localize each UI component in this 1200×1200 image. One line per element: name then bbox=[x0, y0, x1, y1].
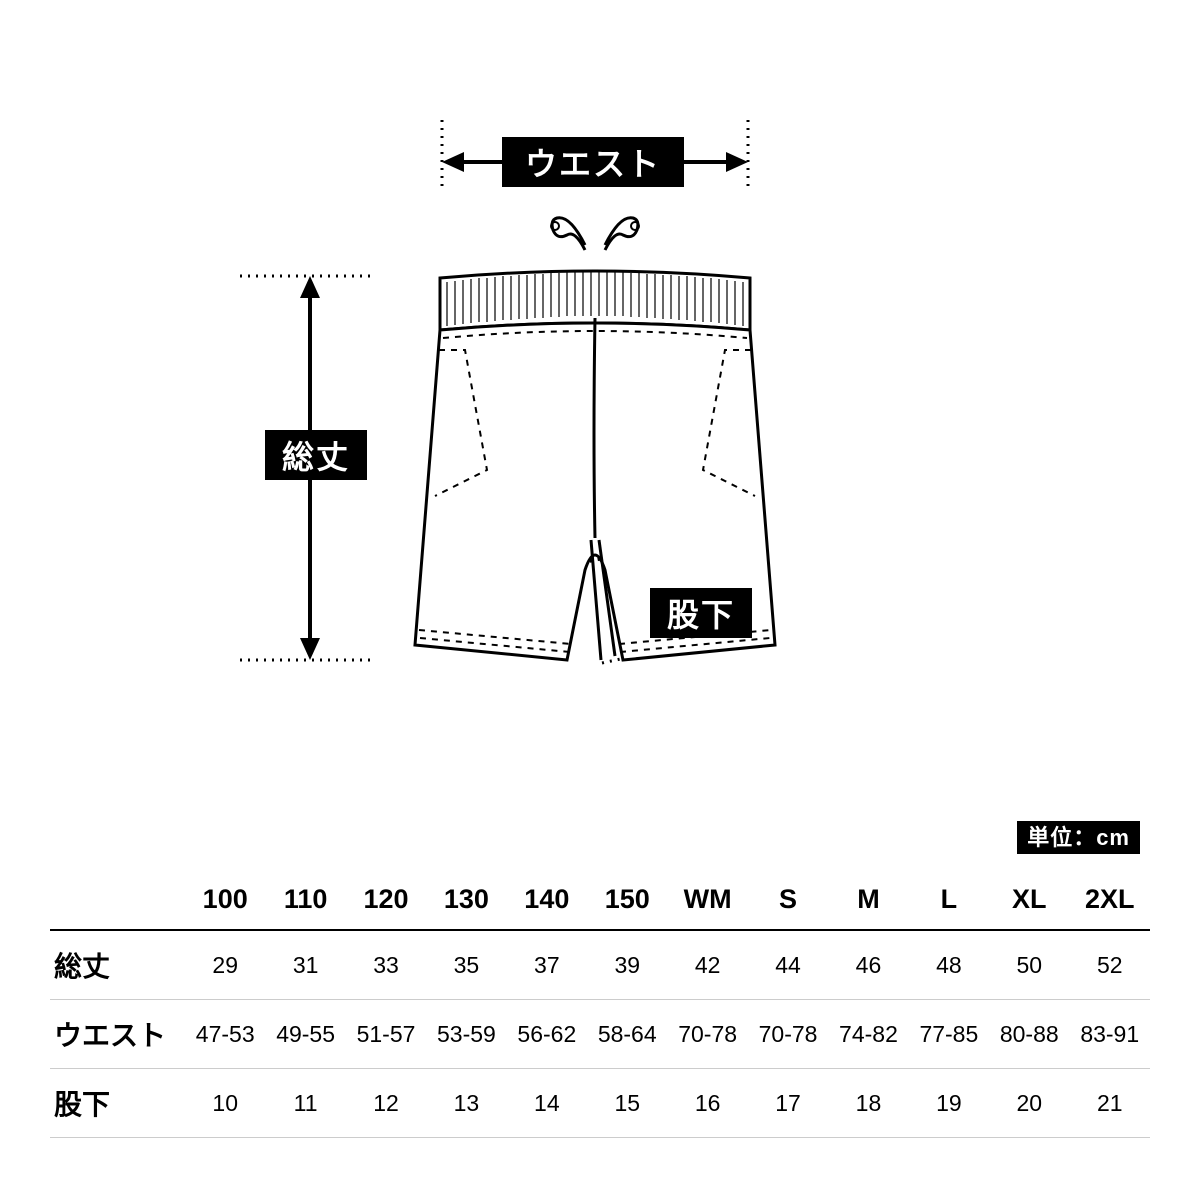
cell: 21 bbox=[1069, 1069, 1150, 1138]
cell: 15 bbox=[587, 1069, 667, 1138]
cell: 56-62 bbox=[507, 1000, 587, 1069]
cell: 29 bbox=[185, 930, 265, 1000]
col-h: 120 bbox=[346, 870, 426, 930]
col-h: S bbox=[748, 870, 828, 930]
cell: 51-57 bbox=[346, 1000, 426, 1069]
cell: 58-64 bbox=[587, 1000, 667, 1069]
cell: 33 bbox=[346, 930, 426, 1000]
inseam-label: 股下 bbox=[650, 588, 752, 638]
cell: 77-85 bbox=[909, 1000, 989, 1069]
col-h: 110 bbox=[265, 870, 345, 930]
col-h: 150 bbox=[587, 870, 667, 930]
cell: 35 bbox=[426, 930, 506, 1000]
cell: 18 bbox=[828, 1069, 908, 1138]
col-h: 100 bbox=[185, 870, 265, 930]
cell: 31 bbox=[265, 930, 345, 1000]
cell: 44 bbox=[748, 930, 828, 1000]
header-blank bbox=[50, 870, 185, 930]
measurement-diagram: ウエスト 総丈 股下 bbox=[0, 0, 1200, 780]
cell: 12 bbox=[346, 1069, 426, 1138]
unit-badge: 単位：cm bbox=[1017, 821, 1140, 854]
row-label: 股下 bbox=[50, 1069, 185, 1138]
cell: 83-91 bbox=[1069, 1000, 1150, 1069]
cell: 49-55 bbox=[265, 1000, 345, 1069]
cell: 70-78 bbox=[748, 1000, 828, 1069]
size-table-wrap: 100 110 120 130 140 150 WM S M L XL 2XL … bbox=[50, 870, 1150, 1138]
cell: 10 bbox=[185, 1069, 265, 1138]
row-label: 総丈 bbox=[50, 930, 185, 1000]
cell: 74-82 bbox=[828, 1000, 908, 1069]
col-h: 2XL bbox=[1069, 870, 1150, 930]
cell: 13 bbox=[426, 1069, 506, 1138]
cell: 42 bbox=[667, 930, 747, 1000]
table-row: 総丈 29 31 33 35 37 39 42 44 46 48 50 52 bbox=[50, 930, 1150, 1000]
cell: 39 bbox=[587, 930, 667, 1000]
cell: 80-88 bbox=[989, 1000, 1069, 1069]
col-h: 130 bbox=[426, 870, 506, 930]
cell: 19 bbox=[909, 1069, 989, 1138]
col-h: M bbox=[828, 870, 908, 930]
cell: 17 bbox=[748, 1069, 828, 1138]
table-row: ウエスト 47-53 49-55 51-57 53-59 56-62 58-64… bbox=[50, 1000, 1150, 1069]
cell: 37 bbox=[507, 930, 587, 1000]
cell: 47-53 bbox=[185, 1000, 265, 1069]
table-header-row: 100 110 120 130 140 150 WM S M L XL 2XL bbox=[50, 870, 1150, 930]
waist-label: ウエスト bbox=[502, 137, 684, 187]
row-label: ウエスト bbox=[50, 1000, 185, 1069]
size-table: 100 110 120 130 140 150 WM S M L XL 2XL … bbox=[50, 870, 1150, 1138]
length-label: 総丈 bbox=[265, 430, 367, 480]
unit-badge-wrap: 単位：cm bbox=[1017, 820, 1140, 852]
cell: 48 bbox=[909, 930, 989, 1000]
cell: 14 bbox=[507, 1069, 587, 1138]
cell: 46 bbox=[828, 930, 908, 1000]
table-row: 股下 10 11 12 13 14 15 16 17 18 19 20 21 bbox=[50, 1069, 1150, 1138]
col-h: XL bbox=[989, 870, 1069, 930]
cell: 53-59 bbox=[426, 1000, 506, 1069]
col-h: L bbox=[909, 870, 989, 930]
cell: 52 bbox=[1069, 930, 1150, 1000]
cell: 16 bbox=[667, 1069, 747, 1138]
col-h: 140 bbox=[507, 870, 587, 930]
col-h: WM bbox=[667, 870, 747, 930]
cell: 11 bbox=[265, 1069, 345, 1138]
cell: 70-78 bbox=[667, 1000, 747, 1069]
cell: 50 bbox=[989, 930, 1069, 1000]
cell: 20 bbox=[989, 1069, 1069, 1138]
